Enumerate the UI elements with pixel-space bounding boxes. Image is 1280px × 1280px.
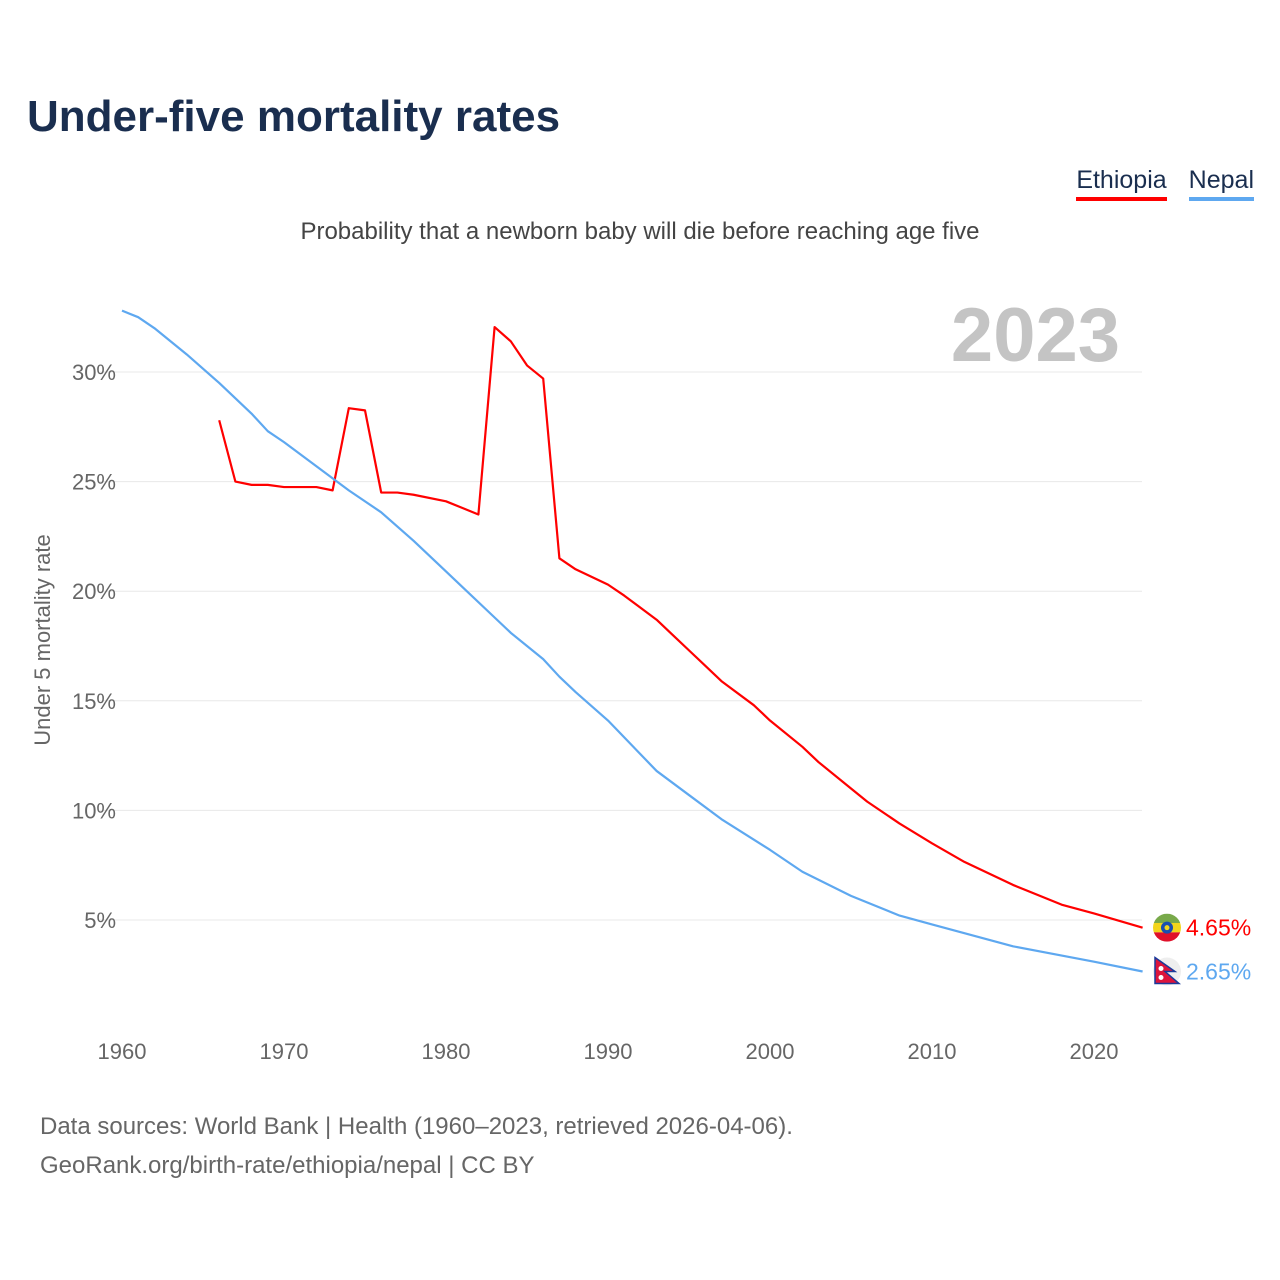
series-line-ethiopia xyxy=(218,325,1143,929)
x-tick-label: 2020 xyxy=(1070,1039,1119,1064)
y-tick-label: 10% xyxy=(72,798,116,823)
legend-nepal[interactable]: Nepal xyxy=(1188,166,1254,201)
end-value-label-nepal: 2.65% xyxy=(1186,959,1251,985)
chart-subtitle: Probability that a newborn baby will die… xyxy=(300,218,980,245)
legend: Ethiopia Nepal xyxy=(1076,166,1254,201)
nepal-flag-icon xyxy=(1153,956,1182,986)
x-tick-label: 1990 xyxy=(584,1039,633,1064)
y-tick-label: 20% xyxy=(72,579,116,604)
x-tick-label: 2000 xyxy=(746,1039,795,1064)
source-line-2[interactable]: GeoRank.org/birth-rate/ethiopia/nepal | … xyxy=(40,1152,535,1179)
x-tick-label: 2010 xyxy=(908,1039,957,1064)
series-line-nepal xyxy=(121,309,1143,973)
y-tick-label: 5% xyxy=(84,908,116,933)
x-tick-label: 1980 xyxy=(422,1039,471,1064)
y-axis-label: Under 5 mortality rate xyxy=(30,534,55,746)
chart-title: Under-five mortality rates xyxy=(27,92,561,141)
ethiopia-flag-icon xyxy=(1153,913,1181,942)
y-tick-label: 25% xyxy=(72,470,116,495)
source-line-1: Data sources: World Bank | Health (1960–… xyxy=(40,1113,793,1140)
end-value-label-ethiopia: 4.65% xyxy=(1186,915,1251,941)
x-tick-label: 1970 xyxy=(260,1039,309,1064)
source-note: Data sources: World Bank | Health (1960–… xyxy=(40,1107,793,1185)
x-tick-label: 1960 xyxy=(98,1039,147,1064)
legend-ethiopia[interactable]: Ethiopia xyxy=(1076,166,1167,201)
y-tick-label: 30% xyxy=(72,360,116,385)
y-tick-label: 15% xyxy=(72,689,116,714)
year-watermark: 2023 xyxy=(951,293,1120,378)
